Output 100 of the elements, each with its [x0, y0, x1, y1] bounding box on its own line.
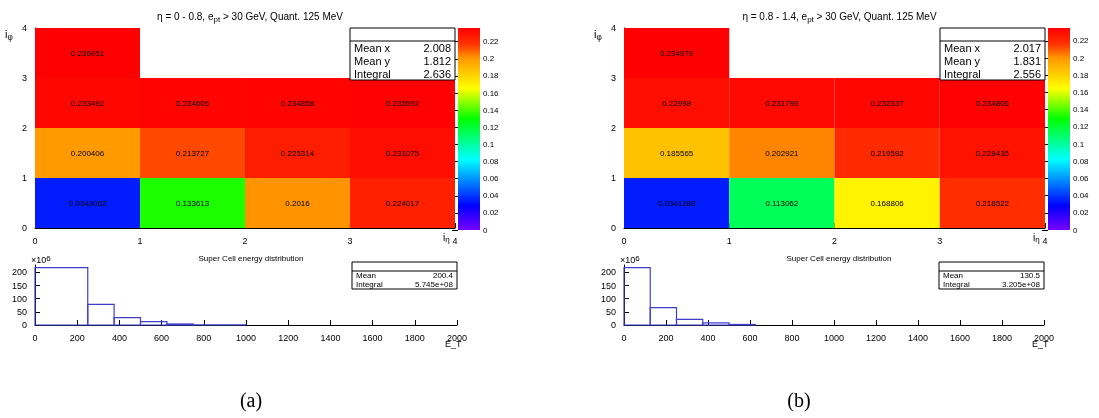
color-bar-label: 0.2 [483, 54, 495, 64]
color-bar-label: 0.22 [1073, 36, 1090, 46]
x-tick-label: 200 [658, 332, 674, 343]
x-tick-label: 2 [831, 235, 838, 246]
y-tick-label: 0 [610, 320, 616, 330]
data-label: 0.235592 [385, 98, 420, 108]
color-bar-label: 0.04 [1073, 191, 1090, 201]
data-label: 0.234606 [175, 98, 210, 108]
y-tick-label: 150 [600, 280, 616, 291]
data-label: 0.22998 [662, 98, 692, 108]
x-tick-label: 800 [196, 332, 212, 343]
color-bar-label: 0.02 [483, 208, 500, 218]
data-label: 0.232537 [870, 98, 905, 108]
y-tick-label: 0 [21, 320, 27, 330]
color-bar-label: 0.18 [483, 71, 500, 81]
text: Integral 3.205e+08 [943, 280, 1040, 289]
color-bar-label: 0.1 [483, 139, 495, 149]
y-tick-label: 50 [16, 306, 27, 317]
data-label: 0.2016 [285, 198, 311, 208]
color-bar-label: 0.14 [1073, 105, 1090, 115]
data-label: 0.234806 [975, 98, 1010, 108]
color-bar-label: 0.14 [483, 105, 500, 115]
color-bar-label: 0 [1073, 225, 1078, 235]
color-bar-label: 0.22 [483, 37, 500, 47]
x-tick-label: 0 [32, 235, 38, 246]
data-label: 0.233492 [70, 98, 105, 108]
y-tick-label: 1 [610, 173, 616, 183]
data-label: 0.234979 [659, 48, 694, 58]
x-tick-label: 3 [937, 235, 943, 246]
text: Mean x 2.017 [944, 41, 1041, 54]
x-tick-label: 2 [242, 235, 248, 246]
x-tick-label: 1800 [404, 332, 425, 343]
color-bar-label: 0.02 [1073, 208, 1090, 218]
data-label: 0.213727 [175, 148, 210, 158]
color-bar-label: 0 [483, 225, 488, 235]
y-tick-label: 2 [610, 123, 616, 133]
y-tick-label: 100 [11, 293, 27, 304]
x-tick-label: 1000 [235, 332, 257, 343]
y-tick-label: 0 [610, 223, 616, 233]
x-tick-label: 1 [726, 235, 732, 246]
x-tick-label: 0 [32, 332, 38, 343]
chart-title: Super Cell energy distribution [786, 253, 892, 263]
color-bar-label: 0.16 [1073, 87, 1090, 97]
text: Mean 200.4 [356, 271, 453, 280]
x-tick-label: 400 [700, 332, 716, 343]
color-bar-label: 0.08 [483, 157, 500, 167]
data-label: 0.219592 [870, 148, 905, 158]
y-tick-label: 200 [11, 267, 27, 278]
data-label: 0.0343062 [68, 198, 107, 208]
text: Mean y 1.831 [944, 54, 1041, 67]
x-tick-label: 1600 [949, 332, 971, 343]
data-label: 0.228435 [975, 148, 1010, 158]
color-bar-label: 0.12 [1073, 122, 1090, 132]
data-label: 0.113062 [765, 198, 799, 208]
color-bar-label: 0.04 [483, 191, 500, 201]
y-tick-label: 2 [21, 123, 27, 133]
data-label: 0.236951 [70, 48, 105, 58]
x-tick-label: 1400 [320, 332, 341, 343]
x-tick-label: 600 [742, 332, 758, 343]
data-label: 0.0341288 [657, 198, 697, 208]
text: (a) [239, 389, 263, 412]
x-tick-label: 3 [347, 235, 353, 246]
color-bar-label: 0.16 [483, 88, 500, 98]
color-bar-label: 0.08 [1073, 156, 1090, 166]
text: Mean 130.5 [943, 271, 1040, 280]
y-tick-label: 50 [605, 306, 616, 317]
data-label: 0.231075 [385, 148, 420, 158]
x-tick-label: 200 [69, 332, 85, 343]
x-tick-label: 0 [621, 332, 627, 343]
color-bar-label: 0.18 [1073, 70, 1090, 80]
color-bar-label: 0.1 [1073, 139, 1085, 149]
data-label: 0.225314 [280, 148, 315, 158]
y-tick-label: 4 [21, 23, 27, 33]
data-label: 0.218522 [975, 198, 1010, 208]
y-tick-label: 1 [21, 173, 27, 183]
x-tick-label: 400 [111, 332, 127, 343]
x-tick-label: 1800 [991, 332, 1013, 343]
x-tick-label: 1200 [278, 332, 299, 343]
data-label: 0.202921 [765, 148, 800, 158]
text: Integral 2.556 [944, 67, 1041, 80]
text: Mean x 2.008 [354, 41, 451, 54]
data-label: 0.133613 [175, 198, 210, 208]
data-label: 0.185565 [659, 148, 694, 158]
x-tick-label: 1000 [823, 332, 845, 343]
data-label: 0.168806 [870, 198, 905, 208]
text: Mean y 1.812 [354, 54, 451, 67]
text: Integral 5.745e+08 [356, 280, 453, 289]
text: Integral 2.636 [354, 67, 451, 80]
data-label: 0.231799 [765, 98, 800, 108]
x-tick-label: 800 [784, 332, 800, 343]
y-tick-label: 4 [610, 23, 616, 33]
y-tick-label: 3 [21, 73, 27, 83]
y-tick-label: 0 [21, 223, 27, 233]
x-tick-label: 1600 [362, 332, 383, 343]
y-tick-label: 200 [600, 267, 616, 278]
x-tick-label: 4 [1042, 235, 1048, 246]
color-bar-label: 0.12 [483, 122, 500, 132]
color-bar-label: 0.2 [1073, 53, 1085, 63]
x-tick-label: 1400 [907, 332, 929, 343]
data-label: 0.224017 [385, 198, 420, 208]
